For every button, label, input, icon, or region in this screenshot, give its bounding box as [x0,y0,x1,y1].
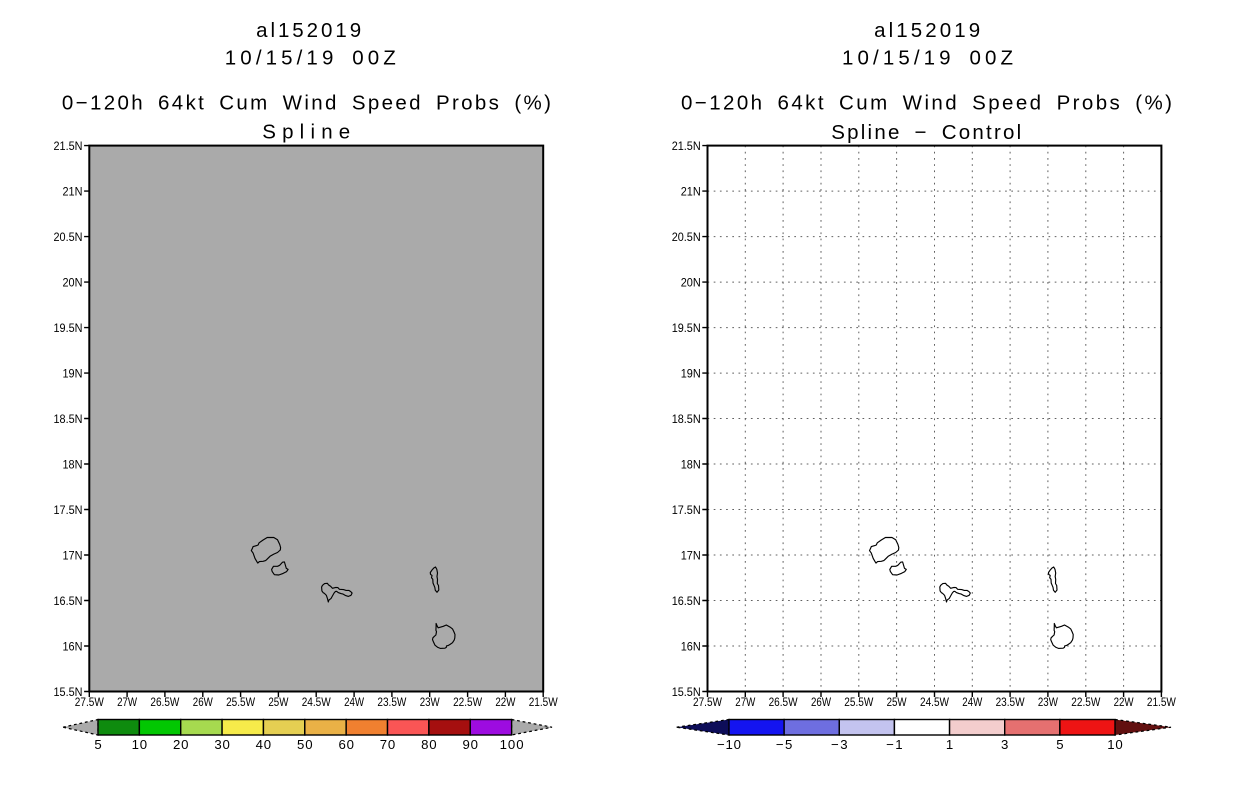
svg-text:16.5N: 16.5N [672,594,701,608]
svg-text:21N: 21N [63,185,83,199]
svg-text:22.5W: 22.5W [453,695,482,709]
svg-text:24.5W: 24.5W [920,695,949,709]
svg-text:18N: 18N [63,458,83,472]
svg-text:100: 100 [500,737,524,752]
svg-text:−10: −10 [717,737,741,752]
svg-text:24W: 24W [344,695,364,709]
svg-text:al152019: al152019 [874,19,980,42]
svg-text:27W: 27W [735,695,755,709]
svg-text:22W: 22W [495,695,515,709]
svg-text:17N: 17N [63,549,83,563]
svg-text:26W: 26W [811,695,831,709]
svg-text:0−120h 64kt Cum Wind Speed Pro: 0−120h 64kt Cum Wind Speed Probs (%) [681,92,1172,115]
svg-text:23W: 23W [1038,695,1058,709]
svg-text:19.5N: 19.5N [54,321,83,335]
svg-text:40: 40 [256,737,272,752]
svg-text:25W: 25W [268,695,288,709]
svg-text:26.5W: 26.5W [150,695,179,709]
svg-text:21.5W: 21.5W [529,695,558,709]
svg-text:19N: 19N [63,367,83,381]
svg-text:24W: 24W [962,695,982,709]
svg-text:16N: 16N [63,640,83,654]
svg-text:0−120h 64kt Cum Wind Speed Pro: 0−120h 64kt Cum Wind Speed Probs (%) [62,92,551,115]
svg-text:17N: 17N [681,549,701,563]
svg-text:23W: 23W [420,695,440,709]
svg-text:20.5N: 20.5N [54,230,83,244]
svg-text:17.5N: 17.5N [54,503,83,517]
svg-text:21.5N: 21.5N [672,139,701,153]
svg-text:18.5N: 18.5N [54,412,83,426]
svg-text:90: 90 [462,737,478,752]
svg-text:17.5N: 17.5N [672,503,701,517]
svg-text:25.5W: 25.5W [844,695,873,709]
svg-text:20N: 20N [63,276,83,290]
svg-text:23.5W: 23.5W [996,695,1025,709]
svg-text:1: 1 [946,737,953,752]
svg-text:10/15/19 00Z: 10/15/19 00Z [842,46,1013,69]
svg-text:16.5N: 16.5N [54,594,83,608]
svg-text:70: 70 [380,737,396,752]
svg-text:23.5W: 23.5W [377,695,406,709]
svg-text:−5: −5 [776,737,793,752]
svg-text:60: 60 [338,737,354,752]
svg-text:10: 10 [132,737,148,752]
svg-text:3: 3 [1001,737,1008,752]
svg-text:27.5W: 27.5W [75,695,104,709]
svg-text:27W: 27W [117,695,137,709]
svg-text:27.5W: 27.5W [693,695,722,709]
svg-text:25.5W: 25.5W [226,695,255,709]
svg-text:10: 10 [1107,737,1123,752]
svg-text:20N: 20N [681,276,701,290]
svg-text:10/15/19 00Z: 10/15/19 00Z [225,46,396,69]
svg-text:5: 5 [1056,737,1063,752]
svg-text:26W: 26W [193,695,213,709]
svg-text:15.5N: 15.5N [672,685,701,699]
svg-text:30: 30 [214,737,230,752]
svg-text:25W: 25W [887,695,907,709]
svg-text:21N: 21N [681,185,701,199]
svg-text:19.5N: 19.5N [672,321,701,335]
svg-text:−3: −3 [831,737,848,752]
svg-text:18.5N: 18.5N [672,412,701,426]
svg-text:22.5W: 22.5W [1071,695,1100,709]
svg-text:22W: 22W [1114,695,1134,709]
svg-text:20.5N: 20.5N [672,230,701,244]
svg-text:−1: −1 [886,737,903,752]
svg-text:24.5W: 24.5W [302,695,331,709]
svg-text:21.5N: 21.5N [54,139,83,153]
svg-text:21.5W: 21.5W [1147,695,1176,709]
svg-text:15.5N: 15.5N [54,685,83,699]
svg-text:16N: 16N [681,640,701,654]
svg-text:al152019: al152019 [256,19,361,42]
svg-text:19N: 19N [681,367,701,381]
svg-text:26.5W: 26.5W [769,695,798,709]
svg-text:50: 50 [297,737,313,752]
svg-text:80: 80 [421,737,437,752]
svg-text:18N: 18N [681,458,701,472]
svg-text:Spline − Control: Spline − Control [831,121,1021,144]
svg-text:20: 20 [173,737,189,752]
svg-text:5: 5 [94,737,101,752]
